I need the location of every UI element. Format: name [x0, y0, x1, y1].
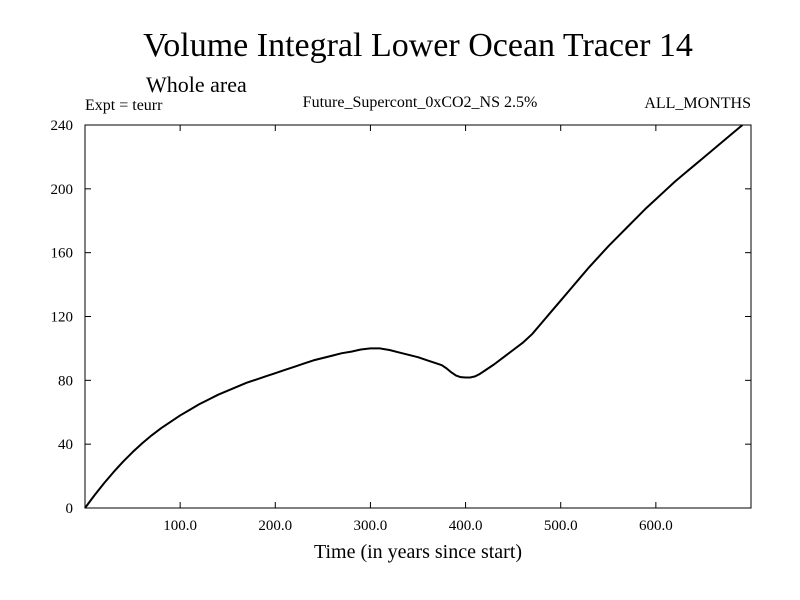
chart-subtitle: Whole area [146, 72, 247, 97]
months-label: ALL_MONTHS [644, 95, 751, 112]
y-tick-label: 240 [51, 118, 74, 134]
x-tick-label: 400.0 [449, 518, 483, 534]
series-line [84, 124, 744, 509]
y-tick-label: 40 [58, 437, 73, 453]
y-tick-label: 200 [51, 182, 74, 198]
y-axis-ticks: 0 40 80 120 160 200 240 [51, 118, 751, 517]
plot-frame [84, 124, 752, 509]
chart-title: Volume Integral Lower Ocean Tracer 14 [143, 27, 693, 64]
x-tick-label: 200.0 [258, 518, 292, 534]
y-tick-label: 80 [58, 373, 73, 389]
x-tick-label: 100.0 [163, 518, 197, 534]
series-layer [84, 124, 744, 509]
run-label: Future_Supercont_0xCO2_NS 2.5% [303, 94, 538, 111]
x-axis-ticks: 100.0 200.0 300.0 400.0 500.0 600.0 [163, 125, 673, 534]
y-tick-label: 0 [66, 501, 74, 517]
x-tick-label: 600.0 [639, 518, 673, 534]
x-tick-label: 500.0 [544, 518, 578, 534]
experiment-label: Expt = teurr [85, 97, 163, 114]
y-tick-label: 120 [51, 310, 74, 326]
y-tick-label: 160 [51, 246, 74, 262]
x-tick-label: 300.0 [354, 518, 388, 534]
x-axis-title: Time (in years since start) [314, 541, 522, 563]
